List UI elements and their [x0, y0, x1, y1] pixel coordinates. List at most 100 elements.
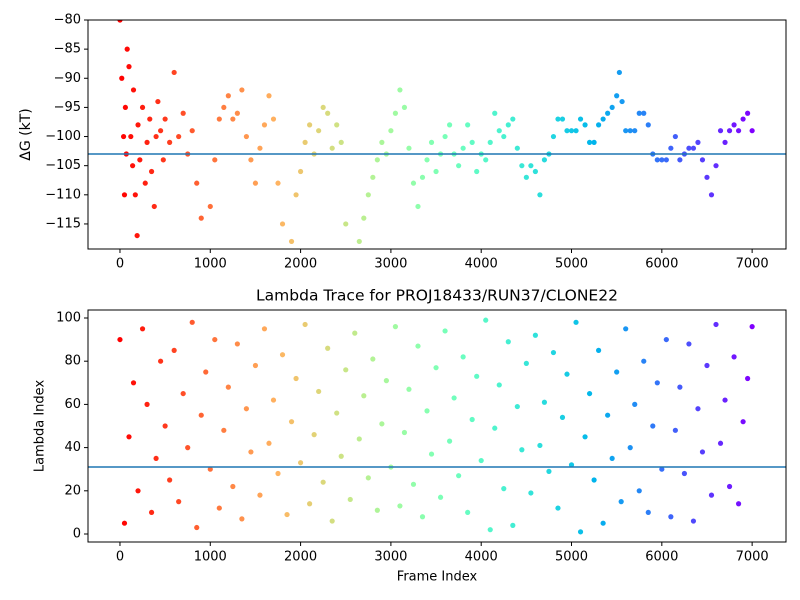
point: [654, 380, 660, 386]
y-tick-label: 40: [64, 440, 81, 455]
point: [690, 145, 697, 151]
point: [456, 473, 462, 479]
point: [288, 419, 295, 425]
point: [216, 505, 222, 511]
point: [302, 139, 308, 145]
point: [122, 104, 128, 111]
point: [158, 128, 164, 134]
point: [329, 518, 335, 524]
point: [279, 352, 286, 358]
point: [465, 509, 471, 516]
y-tick-label: −80: [54, 13, 81, 28]
point: [397, 87, 403, 93]
point: [528, 163, 534, 169]
point: [668, 514, 674, 520]
point: [392, 110, 399, 116]
point: [176, 499, 182, 505]
point: [505, 122, 511, 128]
point: [514, 403, 520, 410]
point: [406, 145, 412, 151]
point: [695, 406, 701, 412]
point: [225, 384, 231, 390]
point: [130, 87, 137, 93]
point: [546, 468, 552, 474]
point: [722, 139, 728, 145]
axes: 0 1000 2000 3000 4000 5000 6000 7000 0 20 40 60 80 10…: [33, 287, 787, 585]
point: [139, 326, 146, 332]
x-tick-label: 6000: [645, 257, 678, 272]
y-tick-label: −90: [54, 71, 81, 86]
point: [370, 356, 376, 362]
point: [176, 133, 182, 140]
point: [270, 116, 277, 122]
point: [316, 388, 322, 395]
x-tick-label: 2000: [284, 550, 317, 565]
point: [505, 339, 511, 345]
point: [132, 192, 138, 198]
point: [415, 203, 421, 210]
point: [645, 122, 651, 128]
point: [180, 390, 186, 397]
point: [293, 192, 299, 198]
point: [577, 116, 584, 122]
point: [564, 128, 570, 134]
point: [126, 64, 132, 70]
point: [352, 256, 357, 261]
point: [623, 326, 629, 332]
point: [307, 501, 313, 507]
point: [537, 442, 543, 449]
point: [401, 104, 408, 111]
y-tick-label: −100: [45, 129, 81, 144]
point: [128, 133, 134, 140]
point: [230, 483, 236, 490]
point: [185, 445, 191, 451]
x-tick-label: 7000: [736, 257, 769, 272]
point: [155, 98, 161, 105]
point: [397, 503, 403, 509]
point: [203, 369, 209, 375]
point: [144, 401, 150, 407]
point: [641, 110, 647, 116]
point: [456, 163, 462, 169]
point: [668, 145, 674, 151]
point: [338, 139, 344, 145]
point: [293, 375, 299, 382]
point: [726, 128, 733, 134]
point: [686, 145, 692, 151]
point: [731, 354, 737, 360]
x-tick-label: 7000: [736, 550, 769, 565]
point: [270, 397, 277, 403]
plot-area: [88, 20, 786, 279]
point: [636, 488, 642, 494]
point: [374, 157, 380, 163]
point: [257, 492, 263, 498]
point: [120, 133, 127, 140]
point: [596, 122, 602, 128]
point: [135, 122, 141, 128]
point: [619, 98, 625, 105]
point: [137, 157, 143, 163]
point: [212, 157, 218, 163]
point: [126, 434, 132, 440]
point: [365, 475, 371, 481]
point: [446, 122, 453, 128]
point: [221, 104, 227, 111]
point: [605, 412, 611, 418]
point: [474, 168, 480, 175]
point: [189, 319, 195, 325]
plot-area: [88, 317, 786, 535]
point: [334, 410, 340, 416]
point: [325, 345, 331, 351]
point: [650, 423, 656, 429]
point: [708, 492, 715, 498]
point: [348, 274, 353, 279]
point: [596, 347, 602, 353]
point: [121, 192, 128, 198]
point: [663, 336, 669, 343]
point: [252, 362, 259, 369]
point: [392, 324, 399, 330]
point: [121, 520, 128, 526]
point: [514, 145, 520, 151]
y-tick-label: 100: [56, 310, 81, 325]
point: [239, 87, 245, 93]
